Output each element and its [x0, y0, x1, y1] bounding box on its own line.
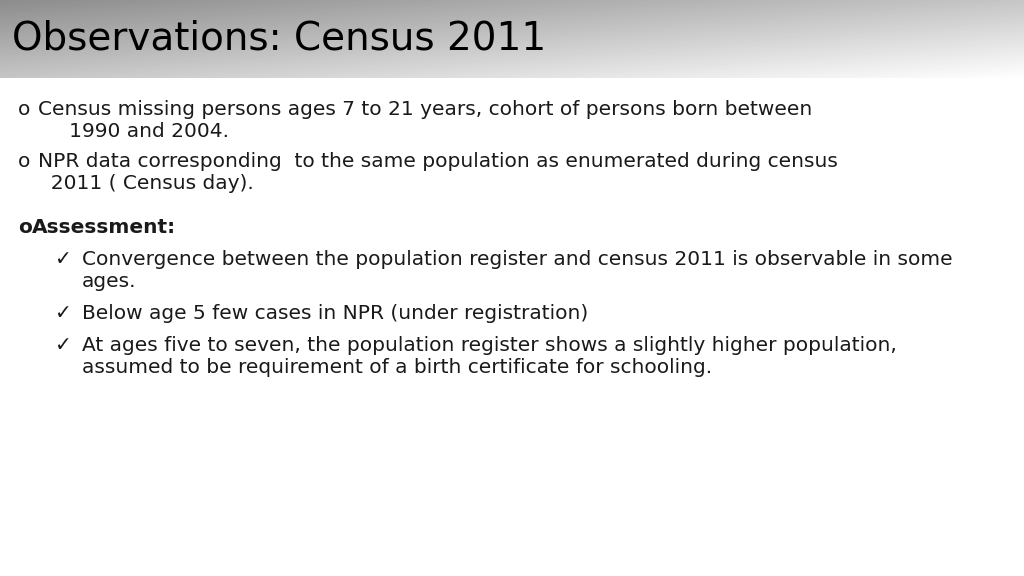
- Text: ✓: ✓: [55, 336, 72, 355]
- Text: At ages five to seven, the population register shows a slightly higher populatio: At ages five to seven, the population re…: [82, 336, 897, 355]
- Text: Observations: Census 2011: Observations: Census 2011: [12, 20, 546, 58]
- Text: 1990 and 2004.: 1990 and 2004.: [50, 122, 229, 141]
- Text: Census missing persons ages 7 to 21 years, cohort of persons born between: Census missing persons ages 7 to 21 year…: [38, 100, 812, 119]
- Text: NPR data corresponding  to the same population as enumerated during census: NPR data corresponding to the same popul…: [38, 152, 838, 171]
- Text: o: o: [18, 100, 31, 119]
- Text: o: o: [18, 218, 32, 237]
- Text: Below age 5 few cases in NPR (under registration): Below age 5 few cases in NPR (under regi…: [82, 304, 588, 323]
- Text: ages.: ages.: [82, 272, 136, 291]
- Text: 2011 ( Census day).: 2011 ( Census day).: [38, 174, 254, 193]
- Text: assumed to be requirement of a birth certificate for schooling.: assumed to be requirement of a birth cer…: [82, 358, 712, 377]
- Text: o: o: [18, 152, 31, 171]
- Text: Assessment:: Assessment:: [32, 218, 176, 237]
- Text: ✓: ✓: [55, 250, 72, 269]
- Text: ✓: ✓: [55, 304, 72, 323]
- Text: Convergence between the population register and census 2011 is observable in som: Convergence between the population regis…: [82, 250, 952, 269]
